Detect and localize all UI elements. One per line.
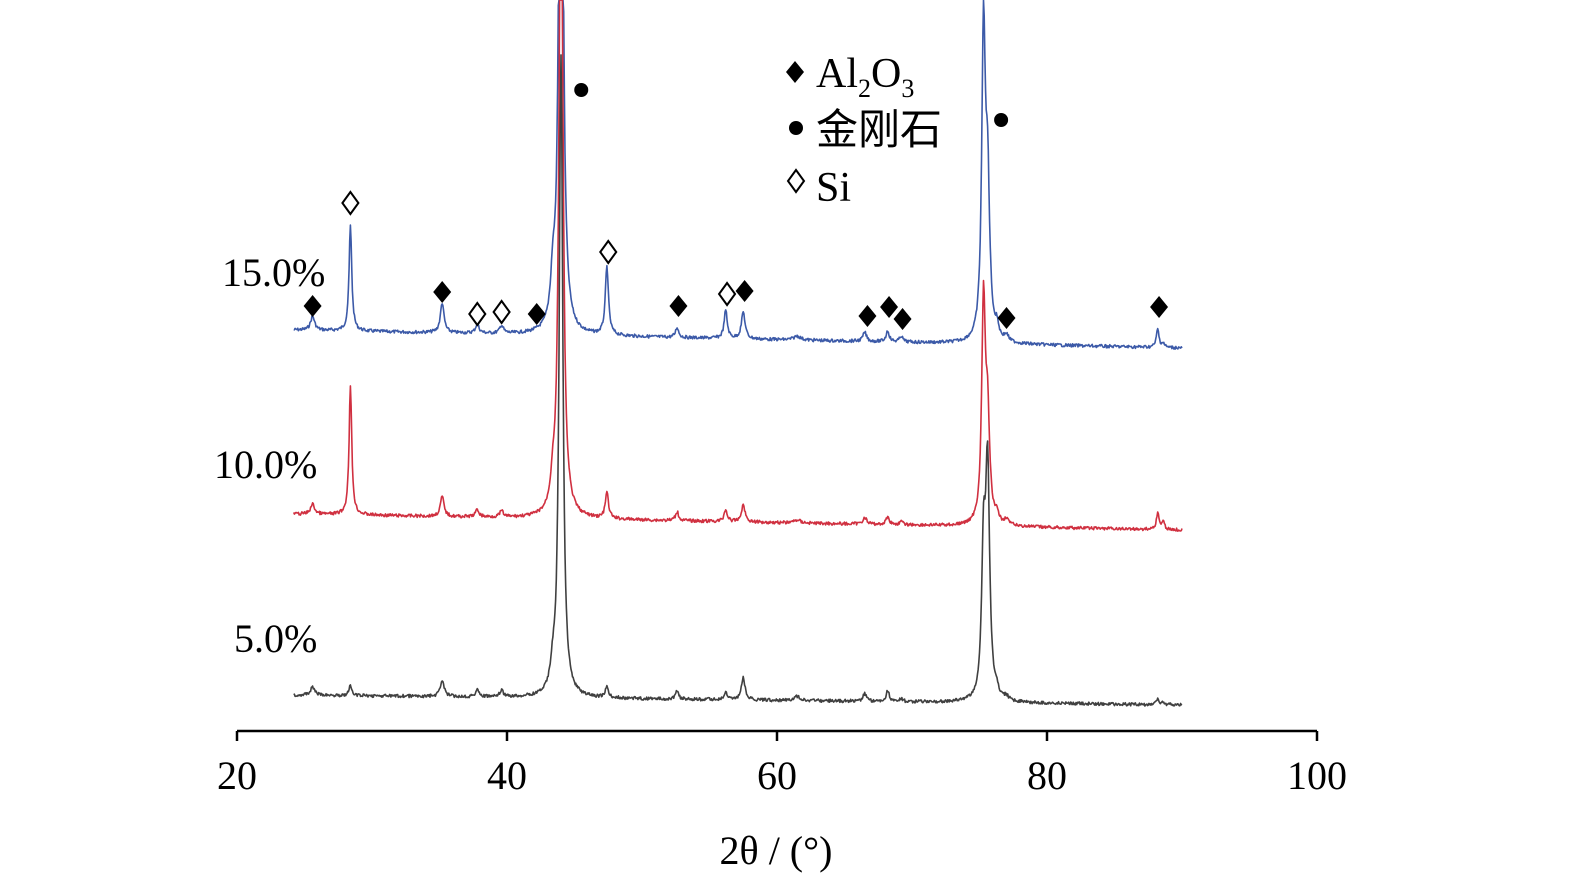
phase-marker-al2o3-8 xyxy=(669,295,688,317)
legend-label-si: Si xyxy=(816,165,851,211)
series-line-50 xyxy=(293,54,1183,707)
series-label-15: 15.0% xyxy=(222,250,325,295)
phase-marker-al2o3-0 xyxy=(303,295,322,317)
x-axis: 20 40 60 80 100 xyxy=(217,729,1347,798)
phase-marker-al2o3-10 xyxy=(735,280,754,302)
series-label-5: 5.0% xyxy=(234,616,317,661)
legend-item-si: Si xyxy=(786,165,851,211)
series-line-150 xyxy=(293,0,1183,350)
legend-filled-diamond-marker xyxy=(786,61,804,83)
phase-marker-si-4 xyxy=(492,299,511,325)
series-line-100 xyxy=(292,0,1183,533)
phase-marker-al2o3-16 xyxy=(1150,296,1169,318)
phase-marker-si-1 xyxy=(341,190,360,216)
phase-marker-al2o3-12 xyxy=(880,296,899,318)
phase-marker-si-3 xyxy=(468,301,487,327)
series-layer xyxy=(292,0,1183,707)
phase-marker-layer xyxy=(303,83,1169,330)
legend-open-diamond-marker xyxy=(786,168,806,194)
x-tick-label-20: 20 xyxy=(217,753,257,798)
x-tick-label-60: 60 xyxy=(757,753,797,798)
phase-marker-al2o3-2 xyxy=(433,281,452,303)
phase-marker-al2o3-5 xyxy=(527,303,546,325)
series-label-10: 10.0% xyxy=(214,442,317,487)
phase-marker-al2o3-11 xyxy=(858,305,877,327)
legend-item-diamond: 金刚石 xyxy=(789,107,942,154)
phase-marker-al2o3-15 xyxy=(997,307,1016,329)
legend: Al2O3 金刚石 Si xyxy=(786,51,942,211)
phase-marker-si-7 xyxy=(599,239,618,265)
legend-filled-circle-marker xyxy=(789,121,803,135)
x-tick-label-80: 80 xyxy=(1027,753,1067,798)
x-tick-label-100: 100 xyxy=(1287,753,1347,798)
legend-label-diamond: 金刚石 xyxy=(816,107,942,154)
phase-marker-al2o3-13 xyxy=(893,308,912,330)
legend-label-al2o3: Al2O3 xyxy=(816,51,914,103)
phase-marker-diamond-14 xyxy=(994,113,1009,127)
phase-marker-diamond-6 xyxy=(574,83,589,97)
legend-item-al2o3: Al2O3 xyxy=(786,51,914,103)
phase-marker-si-9 xyxy=(717,281,737,307)
x-tick-label-40: 40 xyxy=(487,753,527,798)
x-axis-title: 2θ / (°) xyxy=(720,828,833,873)
